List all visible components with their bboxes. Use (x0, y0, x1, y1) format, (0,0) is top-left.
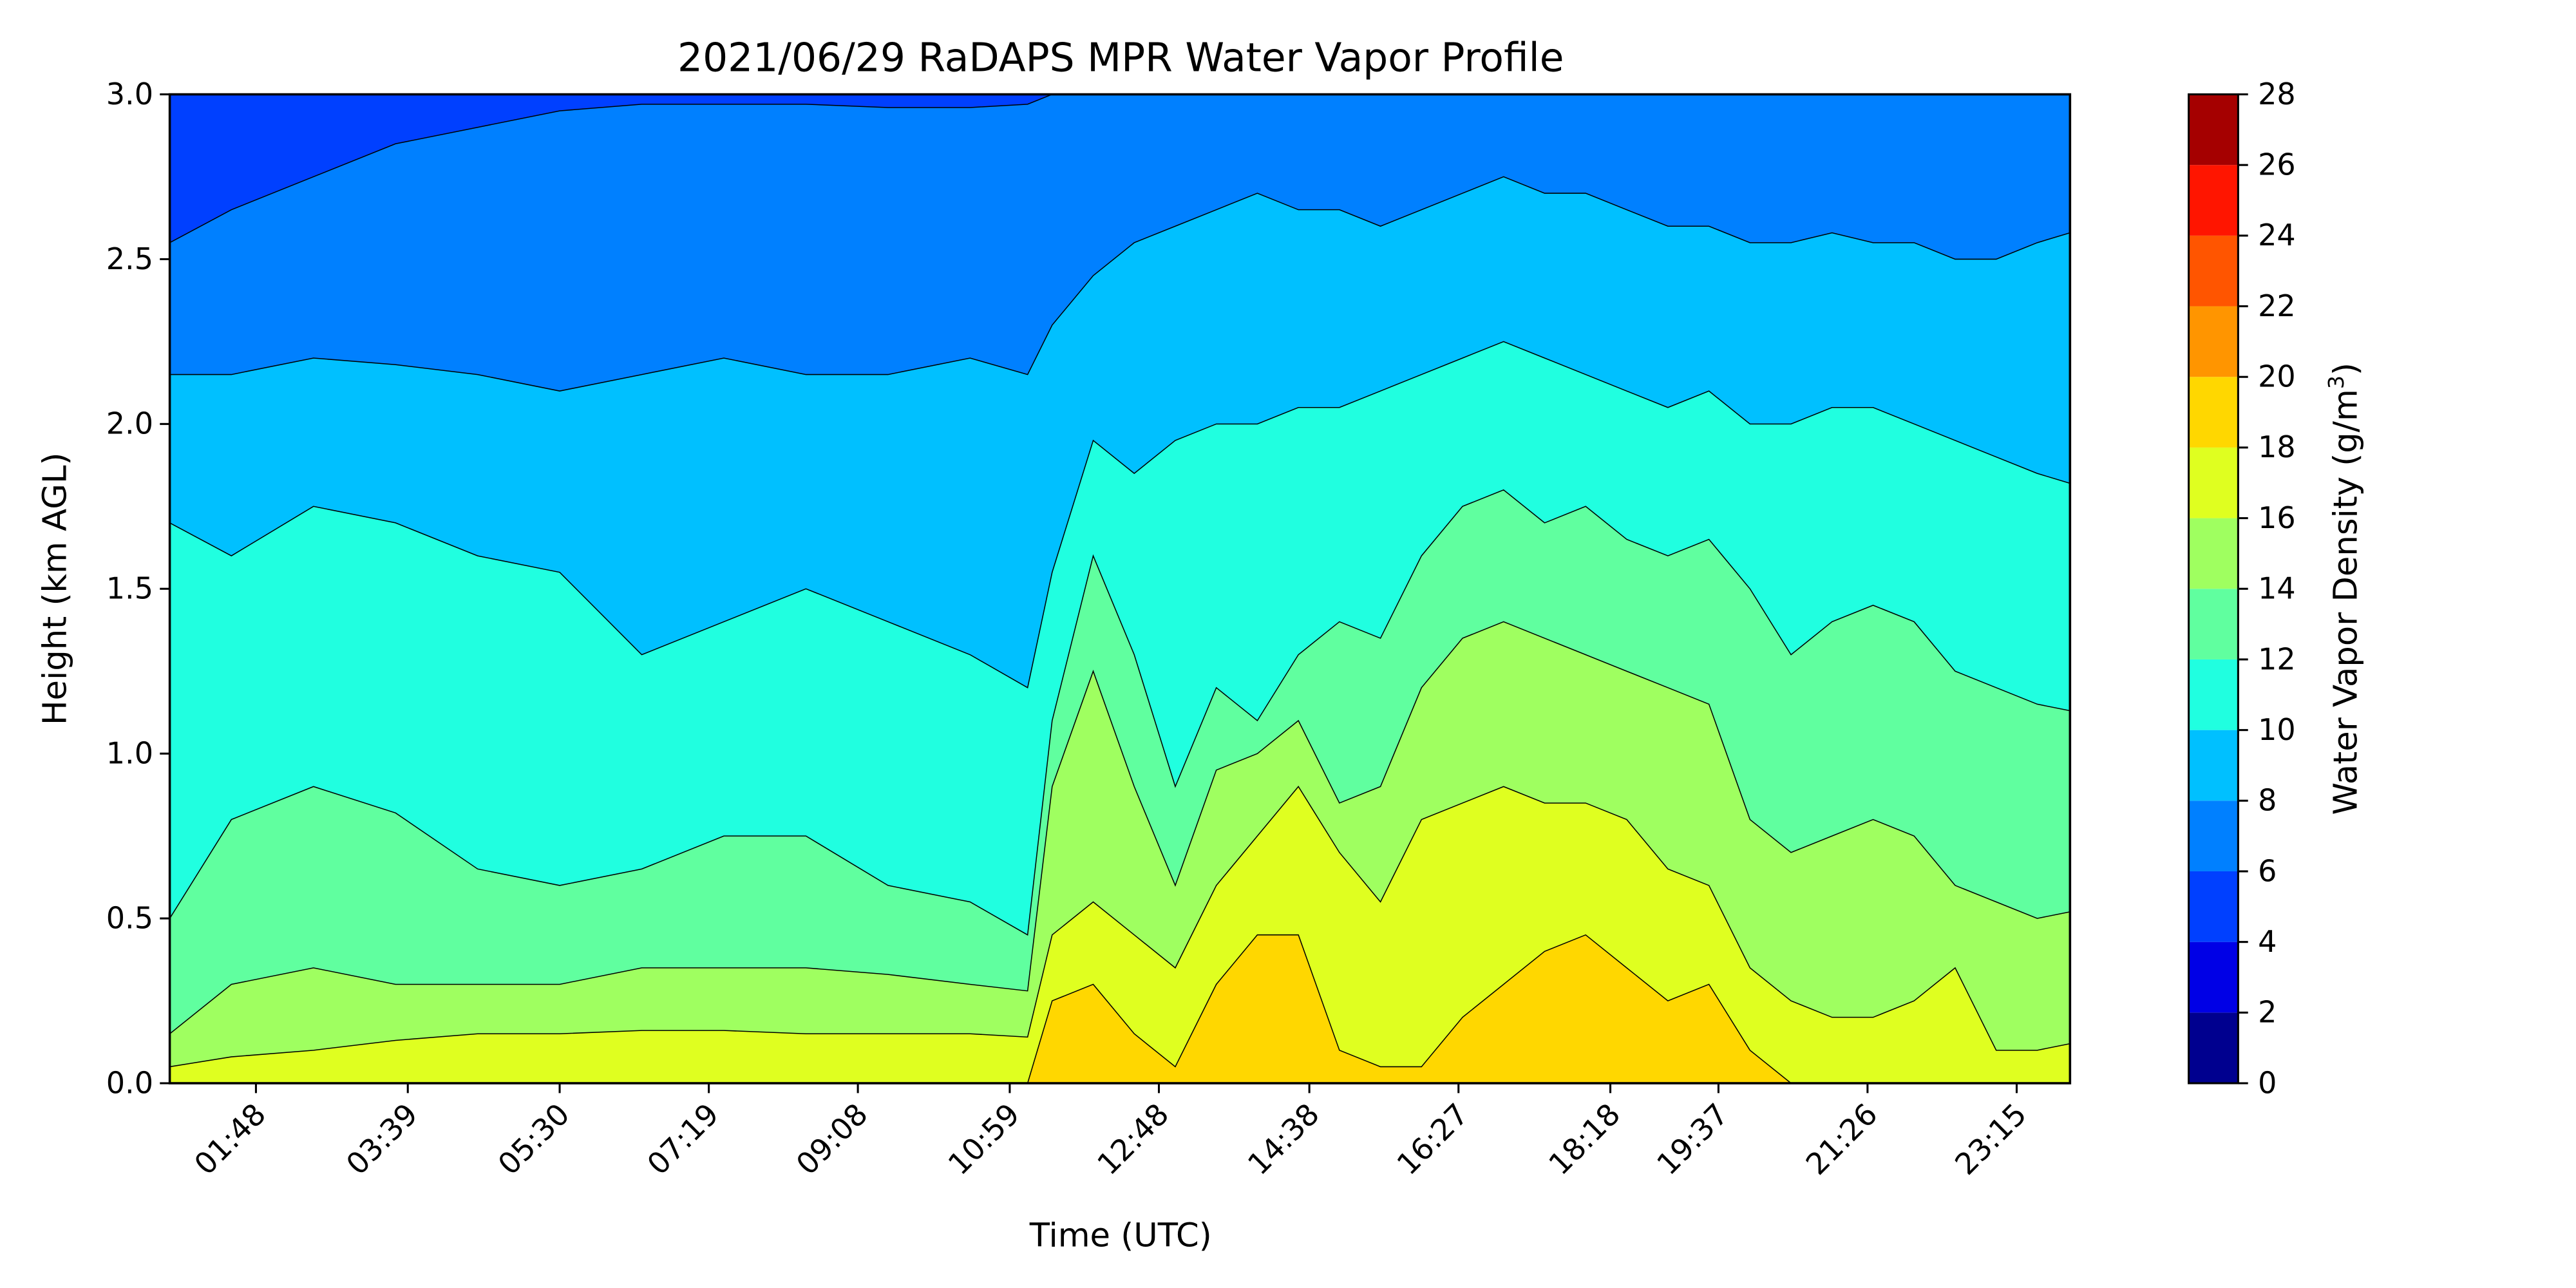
colorbar-tick-label: 10 (2258, 712, 2296, 747)
x-tick-label: 18:18 (1542, 1097, 1627, 1182)
colorbar-tick-label: 14 (2258, 571, 2296, 606)
x-tick-label: 14:38 (1241, 1097, 1326, 1182)
colorbar-label-superscript: 3 (2324, 375, 2349, 389)
y-axis-label: Height (km AGL) (35, 453, 74, 725)
colorbar-tick-label: 20 (2258, 359, 2296, 394)
contour-line-8 (169, 176, 2070, 392)
colorbar-swatch (2188, 94, 2239, 166)
colorbar-swatch (2188, 377, 2239, 448)
colorbar-tick-label: 4 (2258, 924, 2277, 959)
y-tick-label: 2.5 (106, 242, 153, 276)
y-tick-label: 1.0 (106, 736, 153, 771)
colorbar-swatch (2188, 730, 2239, 801)
x-axis-ticks: 01:48 03:39 05:30 07:19 09:08 10:59 12:48 14:38… (187, 1083, 2033, 1182)
contour-line-14 (169, 621, 2070, 1034)
y-tick-label: 0.5 (106, 900, 153, 935)
colorbar-swatch (2188, 871, 2239, 942)
colorbar-tick-label: 24 (2258, 218, 2296, 252)
x-tick-label: 07:19 (640, 1097, 725, 1182)
colorbar-swatch (2188, 165, 2239, 236)
x-tick-label: 09:08 (790, 1097, 875, 1182)
colorbar-tick-label: 8 (2258, 783, 2277, 818)
colorbar-tick-label: 16 (2258, 500, 2296, 535)
colorbar-label: Water Vapor Density (g/m3) (2324, 363, 2365, 815)
colorbar-tick-label: 28 (2258, 77, 2296, 111)
contour-line-10 (169, 341, 2070, 689)
x-tick-label: 21:26 (1799, 1097, 1884, 1182)
x-tick-label: 05:30 (491, 1097, 576, 1182)
colorbar-tick-label: 12 (2258, 641, 2296, 676)
colorbar-swatch (2188, 306, 2239, 377)
y-tick-label: 2.0 (106, 406, 153, 441)
contour-plot-area (169, 94, 2070, 1084)
y-axis-ticks: 0.0 0.5 1.0 1.5 2.0 2.5 3.0 (106, 77, 170, 1100)
x-tick-label: 03:39 (339, 1097, 424, 1182)
colorbar-tick-label: 18 (2258, 430, 2296, 464)
x-tick-label: 01:48 (187, 1097, 272, 1182)
y-tick-label: 3.0 (106, 77, 153, 111)
x-tick-label: 19:37 (1650, 1097, 1735, 1182)
colorbar-swatch (2188, 1012, 2239, 1084)
contour-line-18 (169, 934, 2070, 1084)
colorbar-label-main: Water Vapor Density (g/m (2327, 389, 2365, 815)
colorbar-swatch (2188, 800, 2239, 871)
x-tick-label: 10:59 (942, 1097, 1027, 1182)
x-tick-label: 23:15 (1948, 1097, 2033, 1182)
colorbar-swatch (2188, 659, 2239, 730)
colorbar-swatch (2188, 518, 2239, 589)
contour-line-16 (169, 786, 2070, 1068)
contour-band-above-18 (169, 934, 2070, 1084)
colorbar-label-close: ) (2327, 363, 2365, 375)
colorbar-swatch (2188, 589, 2239, 659)
contour-line-6 (169, 94, 2070, 243)
colorbar-tick-label: 6 (2258, 853, 2277, 888)
y-tick-label: 0.0 (106, 1065, 153, 1100)
y-tick-label: 1.5 (106, 571, 153, 606)
colorbar-tick-label: 26 (2258, 147, 2296, 182)
colorbar-swatch (2188, 942, 2239, 1013)
colorbar-tick-label: 22 (2258, 289, 2296, 323)
colorbar-swatch (2188, 447, 2239, 518)
contour-line-12 (169, 489, 2070, 936)
x-axis-label: Time (UTC) (1029, 1216, 1212, 1255)
chart-title: 2021/06/29 RaDAPS MPR Water Vapor Profil… (677, 35, 1564, 81)
colorbar-swatch (2188, 235, 2239, 307)
x-tick-label: 12:48 (1090, 1097, 1175, 1182)
colorbar-tick-label: 2 (2258, 995, 2277, 1030)
x-tick-label: 16:27 (1390, 1097, 1475, 1182)
colorbar-tick-label: 0 (2258, 1065, 2277, 1100)
